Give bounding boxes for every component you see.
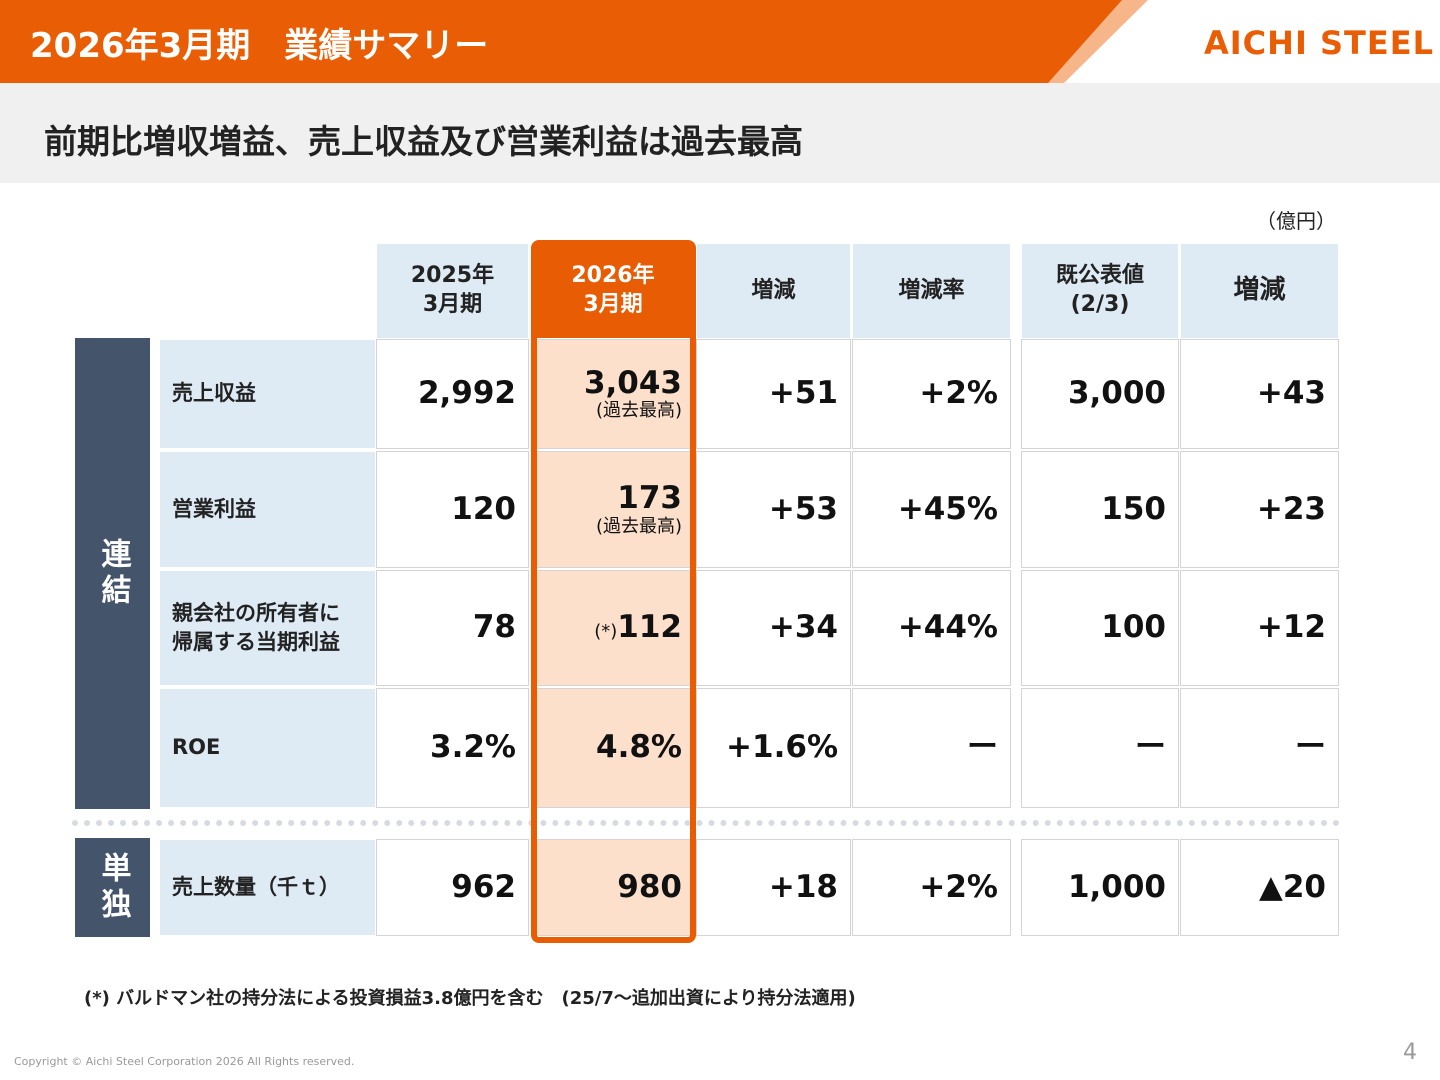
cell-value: 3,043 — [583, 364, 682, 401]
table-cell: +1.6% — [696, 688, 851, 808]
row-label-line: 売上収益 — [172, 381, 256, 406]
header-line: (2/3) — [1070, 292, 1130, 317]
table-cell: 78 — [376, 570, 529, 686]
cell-note: (過去最高) — [595, 515, 682, 537]
cell-value: 173 — [617, 480, 682, 517]
page-number: 4 — [1403, 1040, 1417, 1065]
table-cell: 962 — [376, 839, 529, 936]
group-label: 連結 — [75, 338, 150, 809]
table-cell: ー — [1021, 688, 1179, 808]
row-label-line: ROE — [172, 735, 221, 760]
cell-value-line: 173 — [617, 481, 682, 517]
row-label: 売上数量（千ｔ） — [160, 840, 375, 935]
cell-value: 112 — [617, 609, 682, 646]
table-cell: 120 — [376, 451, 529, 568]
table-cell: +34 — [696, 570, 851, 686]
cell-value-line: 3,043 — [583, 364, 682, 402]
table-cell: 150 — [1021, 451, 1179, 568]
header-line: 2026年 — [571, 263, 655, 289]
cell-prefix: (*) — [594, 621, 618, 643]
cell-value-line: (*)112 — [594, 609, 682, 646]
row-label: 営業利益 — [160, 452, 375, 567]
header-line: 増減 — [1233, 275, 1286, 306]
table-cell: +23 — [1180, 451, 1339, 568]
row-label: 親会社の所有者に 帰属する当期利益 — [160, 571, 375, 685]
table-cell: +44% — [852, 570, 1011, 686]
row-label: ROE — [160, 689, 375, 807]
row-label-line: 帰属する当期利益 — [172, 630, 340, 654]
subtitle: 前期比増収増益、売上収益及び営業利益は過去最高 — [44, 122, 803, 161]
table-cell: (*)112 — [531, 570, 695, 686]
header-line: 2025年 — [410, 263, 495, 289]
table-cell: +53 — [696, 451, 851, 568]
separator — [72, 820, 1340, 826]
row-label-line: 親会社の所有者に — [172, 600, 340, 625]
table-cell: 173 (過去最高) — [531, 451, 695, 568]
table-cell: +18 — [696, 839, 851, 936]
table-cell: +45% — [852, 451, 1011, 568]
logo: AICHI STEEL — [1204, 24, 1434, 62]
column-header: 2026年 3月期 — [532, 244, 694, 338]
row-label: 売上収益 — [160, 340, 375, 448]
column-header: 既公表値 (2/3) — [1022, 244, 1178, 338]
table-cell: +2% — [852, 839, 1011, 936]
table-cell: +12 — [1180, 570, 1339, 686]
row-label-line: 売上数量（千ｔ） — [172, 874, 340, 899]
table-cell: +2% — [852, 339, 1011, 449]
footnote: (*) バルドマン社の持分法による投資損益3.8億円を含む (25/7～追加出資… — [84, 988, 856, 1009]
table-cell: 4.8% — [531, 688, 695, 808]
table-cell: 2,992 — [376, 339, 529, 449]
table-cell: 1,000 — [1021, 839, 1179, 936]
header-line: 増減率 — [898, 277, 965, 303]
column-header: 増減 — [697, 244, 850, 338]
table-cell: 100 — [1021, 570, 1179, 686]
table-cell: 3.2% — [376, 688, 529, 808]
page-title: 2026年3月期 業績サマリー — [30, 26, 489, 66]
group-label: 単独 — [75, 838, 150, 937]
header-line: 3月期 — [583, 292, 643, 317]
table-cell: 980 — [531, 839, 695, 936]
header-line: 既公表値 — [1055, 263, 1144, 289]
table-cell: +51 — [696, 339, 851, 449]
table-cell: +43 — [1180, 339, 1339, 449]
table-cell: ー — [852, 688, 1011, 808]
column-header: 増減 — [1181, 244, 1338, 338]
column-header: 2025年 3月期 — [377, 244, 528, 338]
table-cell: 3,043 (過去最高) — [531, 339, 695, 449]
copyright: Copyright © Aichi Steel Corporation 2026… — [14, 1055, 355, 1068]
unit-label: （億円） — [1256, 209, 1336, 233]
column-header: 増減率 — [853, 244, 1010, 338]
table-cell: ー — [1180, 688, 1339, 808]
subtitle-band — [0, 83, 1440, 183]
header-line: 3月期 — [422, 292, 483, 317]
header-line: 増減 — [751, 277, 796, 303]
row-label-line: 営業利益 — [172, 496, 256, 521]
cell-note: (過去最高) — [595, 400, 682, 422]
table-cell: ▲20 — [1180, 839, 1339, 936]
table-cell: 3,000 — [1021, 339, 1179, 449]
header-bar — [0, 0, 1148, 83]
